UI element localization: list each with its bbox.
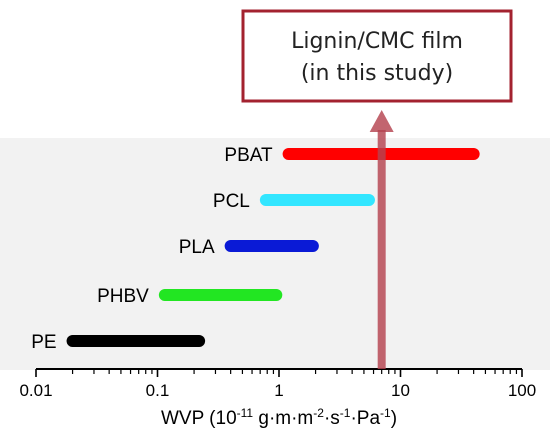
study-marker-arrow-head — [369, 110, 394, 132]
study-callout-line-2: (in this study) — [301, 61, 453, 86]
study-callout-line-1: Lignin/CMC film — [291, 29, 463, 54]
category-label-pe: PE — [31, 332, 56, 353]
x-tick-label: 100 — [508, 381, 536, 400]
x-tick-label: 0.1 — [146, 381, 170, 400]
category-label-pcl: PCL — [213, 191, 250, 212]
category-label-pla: PLA — [179, 237, 215, 258]
study-marker-arrow-shaft — [377, 130, 386, 369]
study-callout-box: Lignin/CMC film (in this study) — [241, 9, 513, 103]
category-label-phbv: PHBV — [97, 286, 149, 307]
x-tick-label: 0.01 — [19, 381, 52, 400]
study-marker — [369, 110, 394, 369]
x-tick-label: 1 — [274, 381, 283, 400]
category-label-pbat: PBAT — [224, 145, 273, 166]
x-tick-label: 10 — [391, 381, 410, 400]
study-callout-border — [241, 9, 513, 103]
category-labels: PBAT PCL PLA PHBV PE — [31, 145, 273, 353]
x-axis-title: WVP (10-11 g·m·m-2·s-1·Pa-1) — [161, 406, 397, 429]
x-axis-ticks: 0.01 0.1 1 10 100 — [19, 369, 536, 400]
